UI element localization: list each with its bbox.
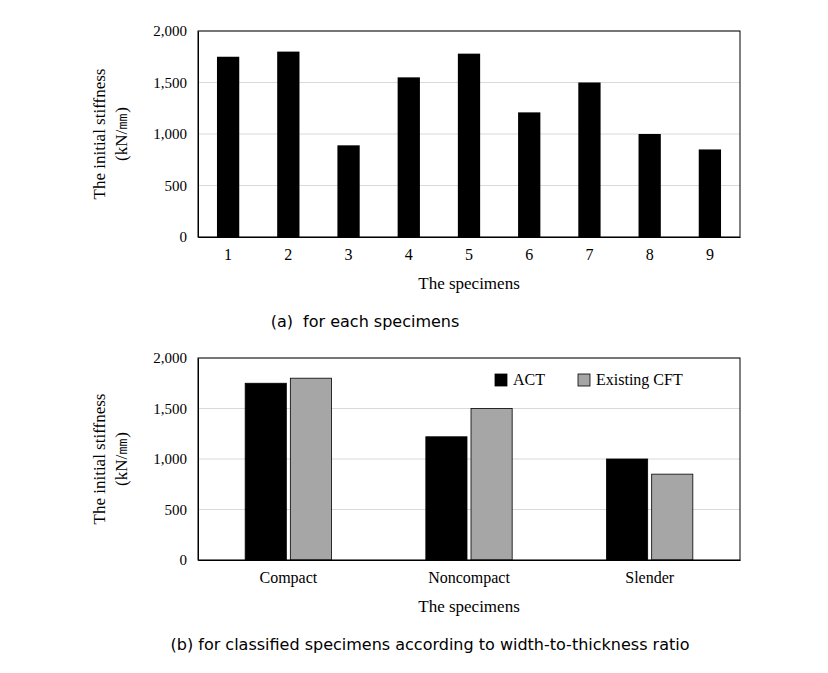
y-tick-label: 500 xyxy=(165,178,188,194)
legend-swatch xyxy=(578,374,590,386)
bar xyxy=(245,383,286,560)
legend-label: ACT xyxy=(513,371,545,388)
y-tick-label: 1,000 xyxy=(153,126,187,142)
y-axis-title: (kN/㎜) xyxy=(112,432,131,486)
x-tick-label: 7 xyxy=(585,246,593,263)
bar xyxy=(337,145,359,237)
y-tick: 1,500 xyxy=(153,75,198,91)
bar xyxy=(290,378,331,560)
plot-frame xyxy=(198,31,740,237)
x-tick-label: Noncompact xyxy=(428,569,510,587)
x-tick: 2 xyxy=(284,237,292,263)
bars xyxy=(217,52,721,237)
y-axis: 0 500 1,000 1,500 2,000 xyxy=(153,350,198,568)
y-axis-line xyxy=(198,359,199,561)
y-tick-label: 2,000 xyxy=(153,23,187,39)
bars xyxy=(245,378,693,560)
x-axis-title: The specimens xyxy=(418,274,520,293)
x-axis: 1 2 3 4 5 6 7 8 9 xyxy=(199,237,741,263)
legend-label: Existing CFT xyxy=(596,371,683,389)
bar xyxy=(652,474,693,560)
y-tick: 1,500 xyxy=(153,401,198,417)
bar xyxy=(607,459,648,560)
figure: 0 500 1,000 1,500 2,000 1 2 3 4 5 6 7 8 9 The specimen… xyxy=(0,0,828,673)
chart-title: (a) for each specimens xyxy=(271,312,460,331)
bar xyxy=(699,149,721,237)
bar xyxy=(471,409,512,561)
x-tick: 9 xyxy=(706,237,714,263)
bar xyxy=(426,437,467,560)
y-axis-title: The initial stiffness xyxy=(90,69,109,200)
y-axis: 0 500 1,000 1,500 2,000 xyxy=(153,23,198,245)
y-tick: 0 xyxy=(180,229,199,245)
y-axis-title: (kN/㎜) xyxy=(112,107,131,161)
chart: 0 500 1,000 1,500 2,000 Compact Noncompact Slen… xyxy=(90,350,741,654)
x-tick: Compact xyxy=(259,560,317,587)
x-tick: Noncompact xyxy=(428,560,510,587)
y-tick: 500 xyxy=(165,178,199,194)
chart: 0 500 1,000 1,500 2,000 1 2 3 4 5 6 7 8 9 The specimen… xyxy=(90,23,741,331)
x-tick: 4 xyxy=(405,237,413,263)
x-axis-line xyxy=(199,237,741,238)
x-tick: Slender xyxy=(625,560,675,586)
x-tick-label: 9 xyxy=(706,246,714,263)
bar xyxy=(518,112,540,237)
legend: ACT Existing CFT xyxy=(495,371,683,389)
x-tick-label: Slender xyxy=(625,569,675,586)
x-tick-label: Compact xyxy=(259,569,317,587)
x-tick-label: 2 xyxy=(284,246,292,263)
y-tick: 0 xyxy=(180,552,199,568)
x-axis-title: The specimens xyxy=(418,597,520,616)
bar xyxy=(277,52,299,237)
x-tick: 7 xyxy=(585,237,593,263)
y-tick: 2,000 xyxy=(153,23,198,39)
y-tick-label: 1,500 xyxy=(153,75,187,91)
x-axis: Compact Noncompact Slender xyxy=(199,560,741,587)
y-tick: 1,000 xyxy=(153,126,198,142)
x-tick-label: 6 xyxy=(525,246,533,263)
x-axis-line xyxy=(199,560,741,561)
y-tick-label: 0 xyxy=(180,552,188,568)
x-tick-label: 8 xyxy=(646,246,654,263)
x-tick: 1 xyxy=(224,237,232,263)
bar xyxy=(639,134,661,237)
bar xyxy=(217,57,239,237)
y-tick-label: 500 xyxy=(165,502,188,518)
grid xyxy=(198,31,740,237)
y-axis-line xyxy=(198,32,199,238)
x-tick: 6 xyxy=(525,237,533,263)
legend-swatch xyxy=(495,374,507,386)
plot-frame xyxy=(198,358,740,560)
x-tick-label: 5 xyxy=(465,246,473,263)
bar xyxy=(578,83,600,238)
bar xyxy=(398,77,420,237)
x-tick: 3 xyxy=(345,237,353,263)
grid xyxy=(198,358,740,560)
y-tick-label: 1,500 xyxy=(153,401,187,417)
x-tick-label: 1 xyxy=(224,246,232,263)
y-tick: 2,000 xyxy=(153,350,198,366)
y-tick: 1,000 xyxy=(153,451,198,467)
x-tick: 8 xyxy=(646,237,654,263)
y-axis-title: The initial stiffness xyxy=(90,394,109,525)
y-tick: 500 xyxy=(165,502,199,518)
x-tick-label: 4 xyxy=(405,246,413,263)
x-tick: 5 xyxy=(465,237,473,263)
y-tick-label: 2,000 xyxy=(153,350,187,366)
y-tick-label: 1,000 xyxy=(153,451,187,467)
bar xyxy=(458,54,480,237)
y-tick-label: 0 xyxy=(180,229,188,245)
x-tick-label: 3 xyxy=(345,246,353,263)
chart-title: (b) for classified specimens according t… xyxy=(171,635,690,654)
